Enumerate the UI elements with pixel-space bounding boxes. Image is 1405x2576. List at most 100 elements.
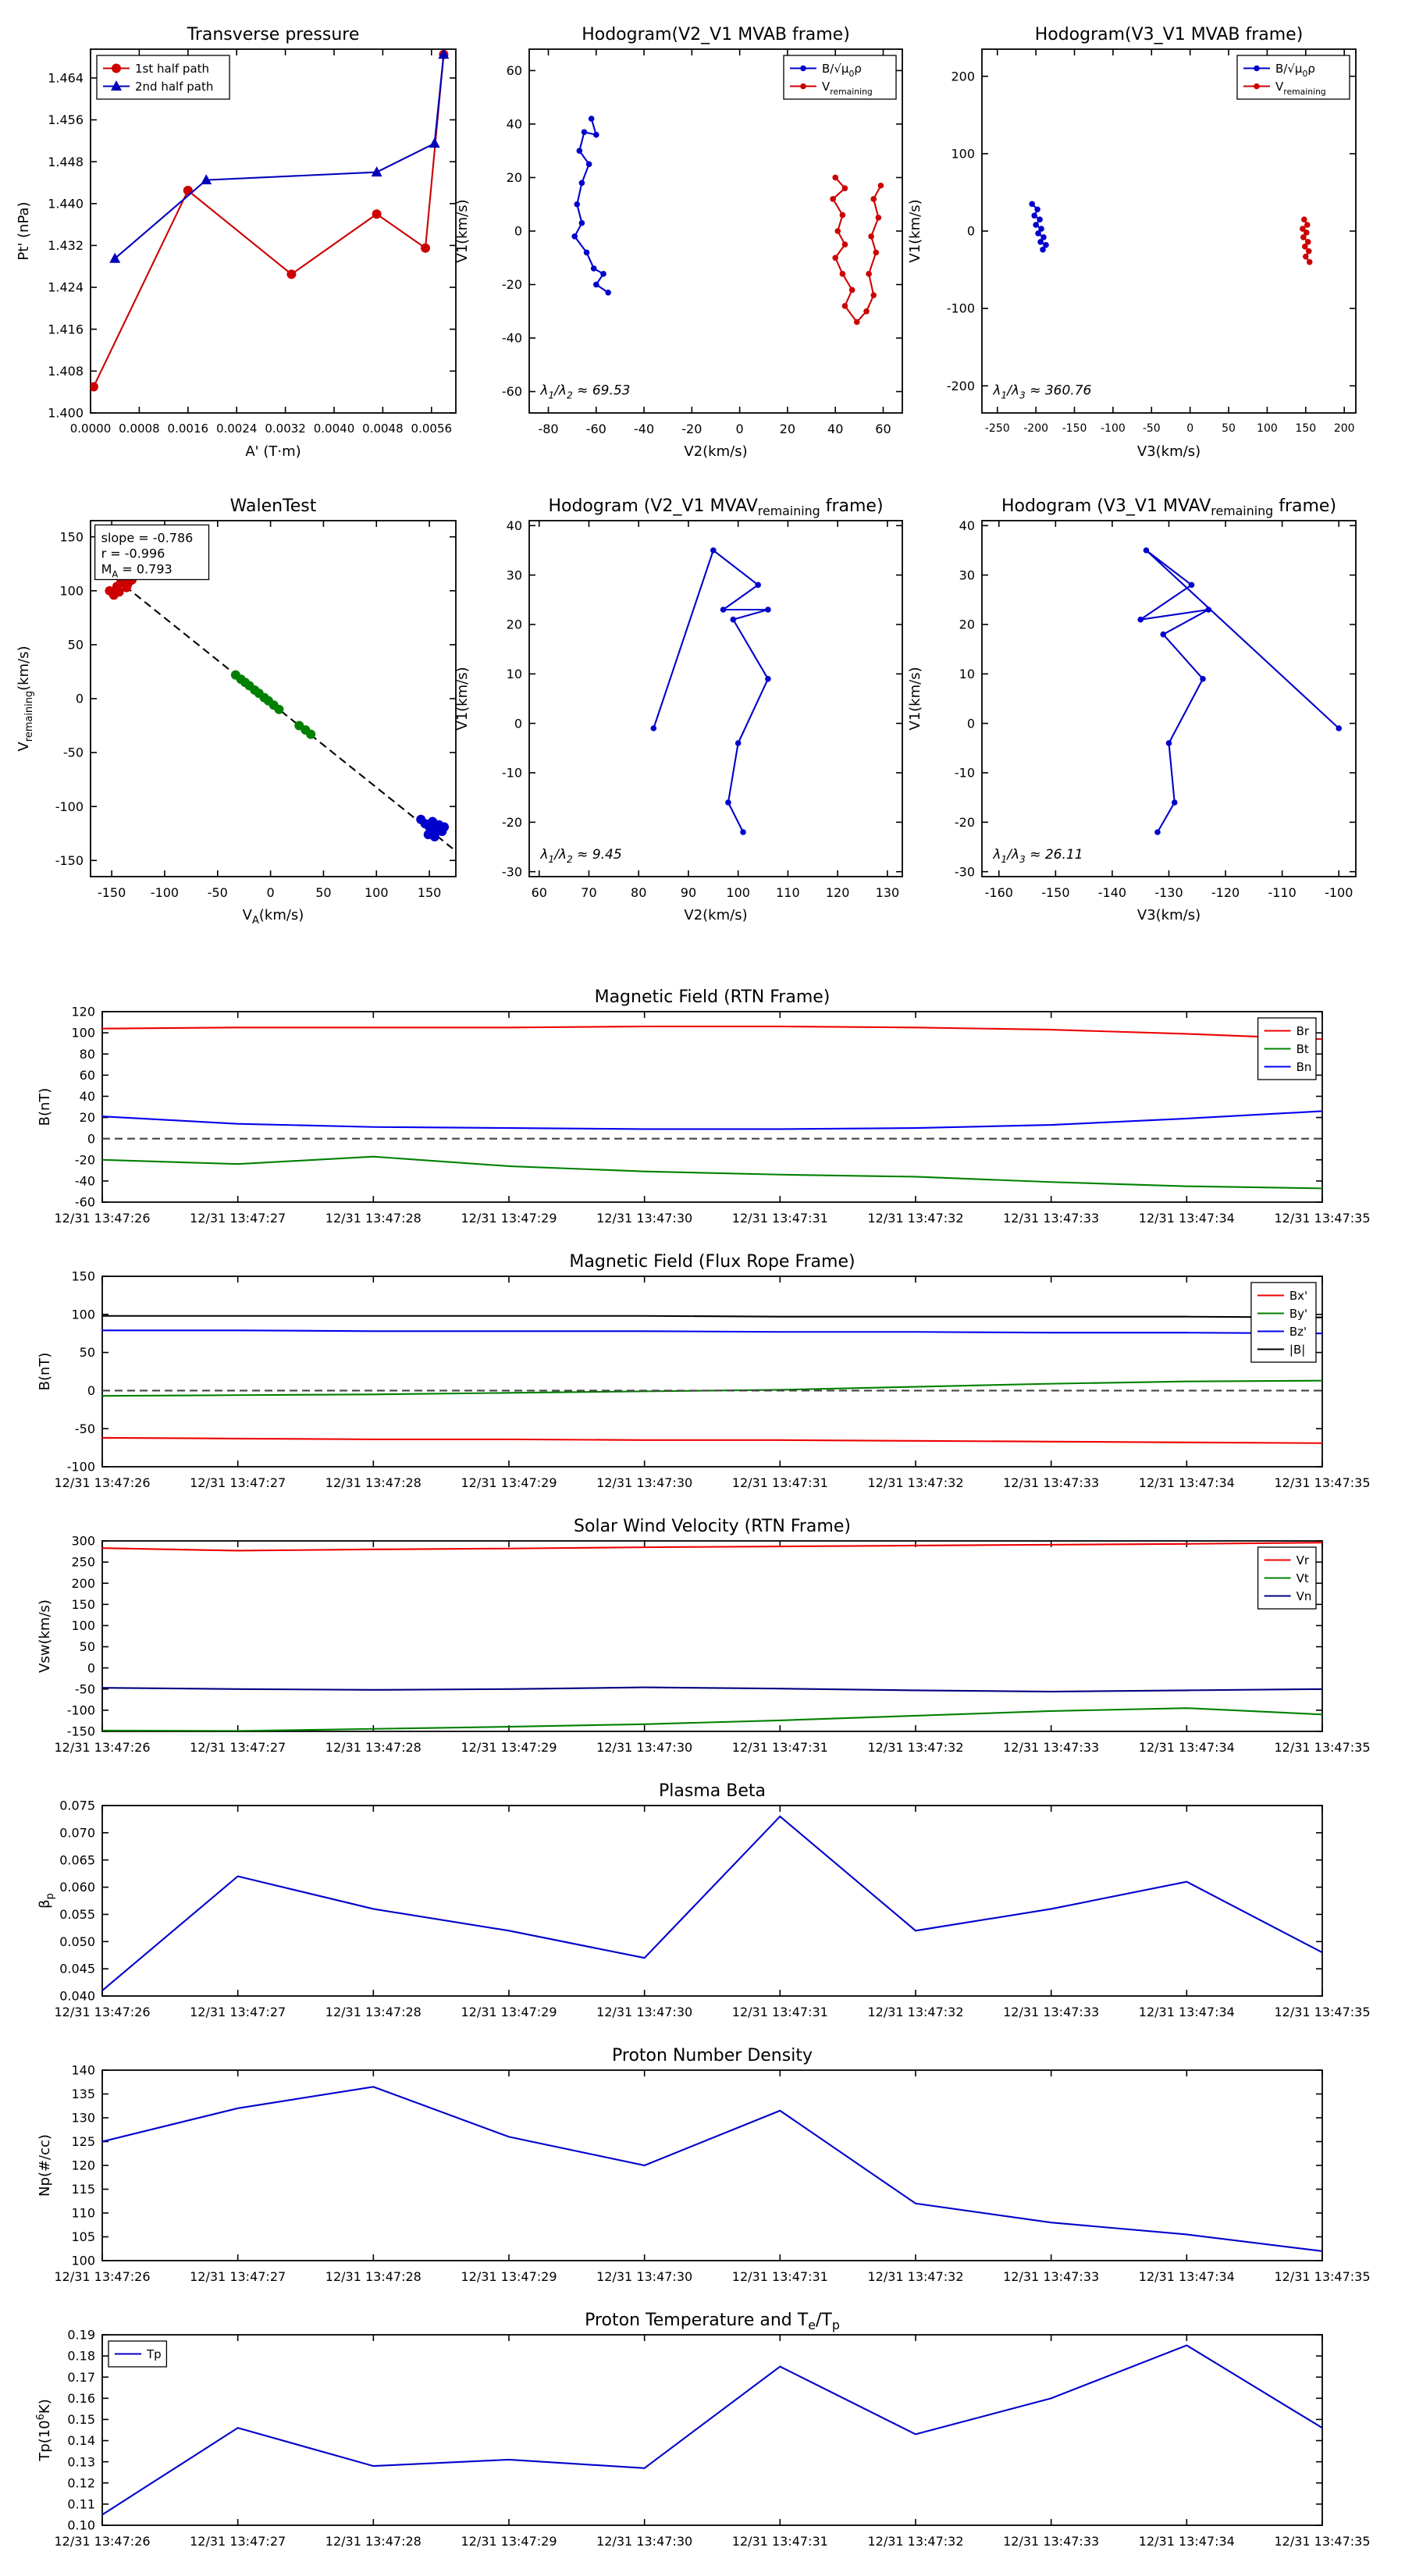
x-tick-label: 100	[726, 885, 750, 900]
annotation-text: λ1/λ3 ≈ 360.76	[992, 383, 1091, 401]
x-tick-label: 90	[681, 885, 696, 900]
annotation-text: λ1/λ2 ≈ 9.45	[539, 847, 621, 865]
x-tick-label: 12/31 13:47:27	[190, 1740, 286, 1755]
series-Vt	[102, 1707, 1322, 1731]
series-group	[1137, 547, 1343, 835]
y-tick-label: 20	[80, 1110, 95, 1125]
chart-title: Hodogram(V3_V1 MVAB frame)	[1035, 25, 1304, 44]
y-tick-label: 30	[507, 568, 522, 582]
x-axis-label: V3(km/s)	[1137, 443, 1200, 460]
legend-label: |B|	[1289, 1343, 1305, 1357]
y-tick-label: 30	[959, 568, 975, 582]
y-tick-label: 0.12	[67, 2475, 95, 2490]
x-tick-label: 12/31 13:47:28	[325, 1475, 422, 1490]
x-tick-label: 12/31 13:47:34	[1139, 1475, 1235, 1490]
y-tick-label: 150	[59, 529, 84, 544]
y-tick-label: 100	[71, 1618, 95, 1633]
y-tick-label: 40	[80, 1089, 95, 1104]
x-tick-label: 12/31 13:47:27	[190, 1475, 286, 1490]
legend-label: Bn	[1297, 1060, 1312, 1074]
y-tick-label: -20	[502, 277, 522, 292]
y-tick-label: -10	[955, 766, 975, 781]
y-tick-label: 50	[80, 1345, 95, 1360]
x-tick-label: 130	[876, 885, 900, 900]
series-V_{remaining}	[1301, 219, 1311, 263]
y-tick-label: -150	[67, 1724, 95, 1739]
y-tick-label: 0.15	[67, 2412, 95, 2427]
series-Bn	[102, 1110, 1322, 1130]
legend-label: Tp	[146, 2347, 162, 2361]
plot-frame	[528, 520, 903, 877]
y-axis-label: B(nT)	[37, 1353, 53, 1391]
series-1st half path	[92, 54, 445, 387]
plot-frame	[528, 48, 903, 414]
y-tick-label: -100	[55, 799, 84, 814]
y-tick-label: 115	[71, 2182, 95, 2197]
x-tick-label: -160	[985, 885, 1013, 900]
y-tick-label: 100	[71, 1026, 95, 1041]
series-group	[102, 1025, 1322, 1190]
x-tick-label: -120	[1211, 885, 1240, 900]
y-axis-label: B(nT)	[37, 1088, 53, 1126]
chart-title: Hodogram (V3_V1 MVAVremaining frame)	[1001, 496, 1336, 518]
y-axis-label: V1(km/s)	[907, 199, 923, 262]
legend-label: Vt	[1297, 1571, 1309, 1585]
x-tick-label: 12/31 13:47:31	[732, 1740, 828, 1755]
y-tick-label: -50	[75, 1681, 95, 1696]
y-tick-label: 0	[87, 1660, 95, 1675]
x-tick-label: 12/31 13:47:32	[867, 1740, 963, 1755]
x-tick-label: 50	[315, 885, 331, 900]
legend: Br Bt Bn	[1257, 1017, 1317, 1080]
x-tick-label: 12/31 13:47:29	[461, 1211, 557, 1226]
chart-b_fr: 12/31 13:47:26 12/31 13:47:27 12/31 13:47:…	[37, 1252, 1371, 1490]
series-|B|	[102, 1315, 1322, 1318]
legend-label: Bt	[1297, 1042, 1309, 1056]
x-tick-label: 40	[827, 422, 843, 436]
y-tick-label: 0	[87, 1131, 95, 1146]
y-tick-label: -100	[67, 1703, 95, 1717]
series-By'	[102, 1379, 1322, 1397]
y-axis-label: βp	[37, 1893, 56, 1909]
x-axis-label: VA(km/s)	[243, 907, 304, 927]
plot-frame	[101, 1805, 1323, 1997]
plot-frame	[981, 520, 1357, 877]
y-axis-label: Vremaining(km/s)	[16, 646, 35, 751]
x-tick-label: 12/31 13:47:32	[867, 1475, 963, 1490]
annotation-line: MA = 0.793	[101, 561, 173, 579]
x-tick-label: 12/31 13:47:30	[596, 2269, 692, 2284]
series-Br	[102, 1025, 1322, 1041]
x-tick-label: 12/31 13:47:30	[596, 1475, 692, 1490]
x-tick-label: 60	[875, 422, 891, 436]
chart-hodo_v3v1_mvav: -160 -150 -140 -130 -120 -110 -100-30-20-10010…	[907, 496, 1357, 923]
legend-label: By'	[1289, 1307, 1307, 1321]
x-tick-label: 110	[776, 885, 800, 900]
series-group	[102, 2086, 1322, 2252]
series-group	[102, 1315, 1322, 1444]
x-tick-label: -20	[681, 422, 702, 436]
y-tick-label: 120	[71, 2158, 95, 2173]
y-tick-label: 20	[507, 170, 522, 185]
y-tick-label: 0	[967, 224, 975, 239]
x-tick-label: 12/31 13:47:29	[461, 1740, 557, 1755]
y-tick-label: -20	[955, 815, 975, 830]
chart-np: 12/31 13:47:26 12/31 13:47:27 12/31 13:47:…	[37, 2046, 1371, 2284]
y-tick-label: 50	[80, 1639, 95, 1654]
y-tick-label: 100	[71, 1307, 95, 1322]
y-tick-label: 0	[967, 716, 975, 731]
y-tick-label: 250	[71, 1555, 95, 1570]
chart-title: Plasma Beta	[659, 1781, 766, 1801]
x-tick-label: -110	[1268, 885, 1296, 900]
plot-frame	[981, 48, 1357, 414]
chart-beta: 12/31 13:47:26 12/31 13:47:27 12/31 13:47:…	[37, 1781, 1371, 2019]
x-axis-label: V3(km/s)	[1137, 907, 1200, 923]
y-tick-label: -150	[55, 853, 84, 868]
chart-title: Solar Wind Velocity (RTN Frame)	[574, 1517, 851, 1536]
series-group	[91, 49, 450, 392]
legend-label: B/√μ0ρ	[1275, 62, 1315, 79]
x-tick-label: -250	[985, 422, 1010, 435]
series-Bz'	[102, 1329, 1322, 1335]
y-tick-label: 1.456	[48, 112, 84, 127]
annotation-text: λ1/λ3 ≈ 26.11	[992, 847, 1083, 865]
